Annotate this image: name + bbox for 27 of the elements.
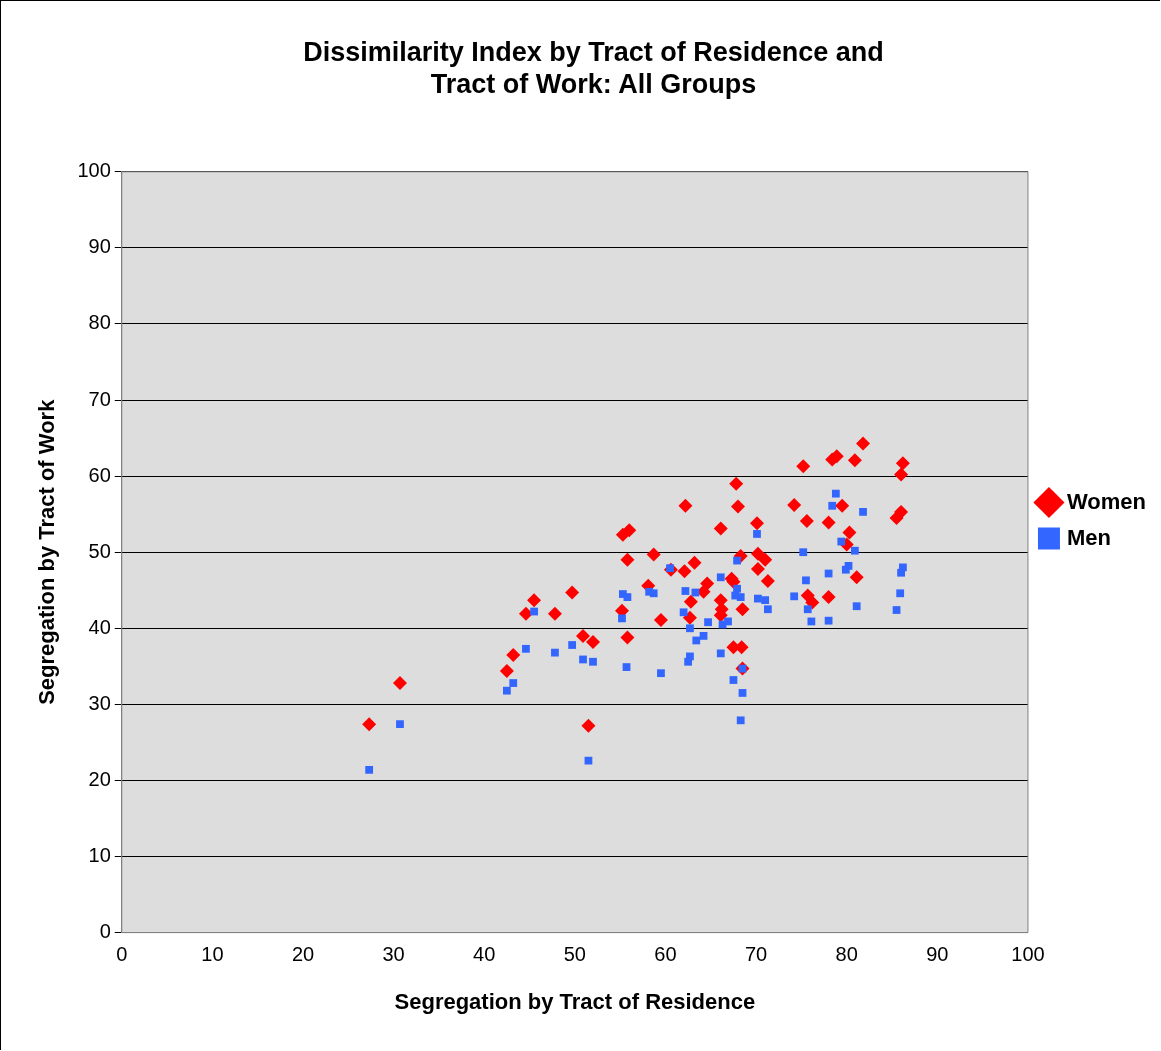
y-tick-label: 10 — [88, 844, 111, 867]
x-tick-label: 80 — [835, 943, 858, 966]
chart-title: Dissimilarity Index by Tract of Residence and Tract of Work: All Groups — [303, 36, 884, 100]
x-tick-label: 70 — [744, 943, 768, 966]
y-tick-label: 40 — [88, 615, 111, 638]
y-tick-label: 90 — [88, 235, 111, 258]
legend-label: Men — [1066, 524, 1111, 550]
x-tick-label: 10 — [201, 943, 224, 966]
y-tick-label: 50 — [88, 539, 111, 562]
y-tick-label: 30 — [88, 691, 111, 714]
x-tick-label: 60 — [654, 943, 677, 966]
x-tick-label: 50 — [563, 943, 586, 966]
y-tick-label: 100 — [77, 159, 111, 182]
y-tick-label: 0 — [99, 920, 111, 943]
x-tick-label: 90 — [926, 943, 949, 966]
x-tick-label: 30 — [382, 943, 405, 966]
x-tick-label: 40 — [473, 943, 496, 966]
legend-label: Women — [1066, 488, 1147, 514]
y-tick-label: 70 — [88, 387, 111, 410]
x-axis-title: Segregation by Tract of Residence — [394, 988, 756, 1014]
x-tick-label: 0 — [116, 943, 128, 966]
x-tick-label: 100 — [1011, 943, 1045, 966]
y-tick-label: 20 — [88, 767, 111, 790]
y-tick-label: 80 — [88, 311, 111, 334]
x-tick-label: 20 — [291, 943, 315, 966]
y-axis-title: Segregation by Tract of Work — [34, 398, 60, 705]
y-tick-label: 60 — [88, 463, 111, 486]
